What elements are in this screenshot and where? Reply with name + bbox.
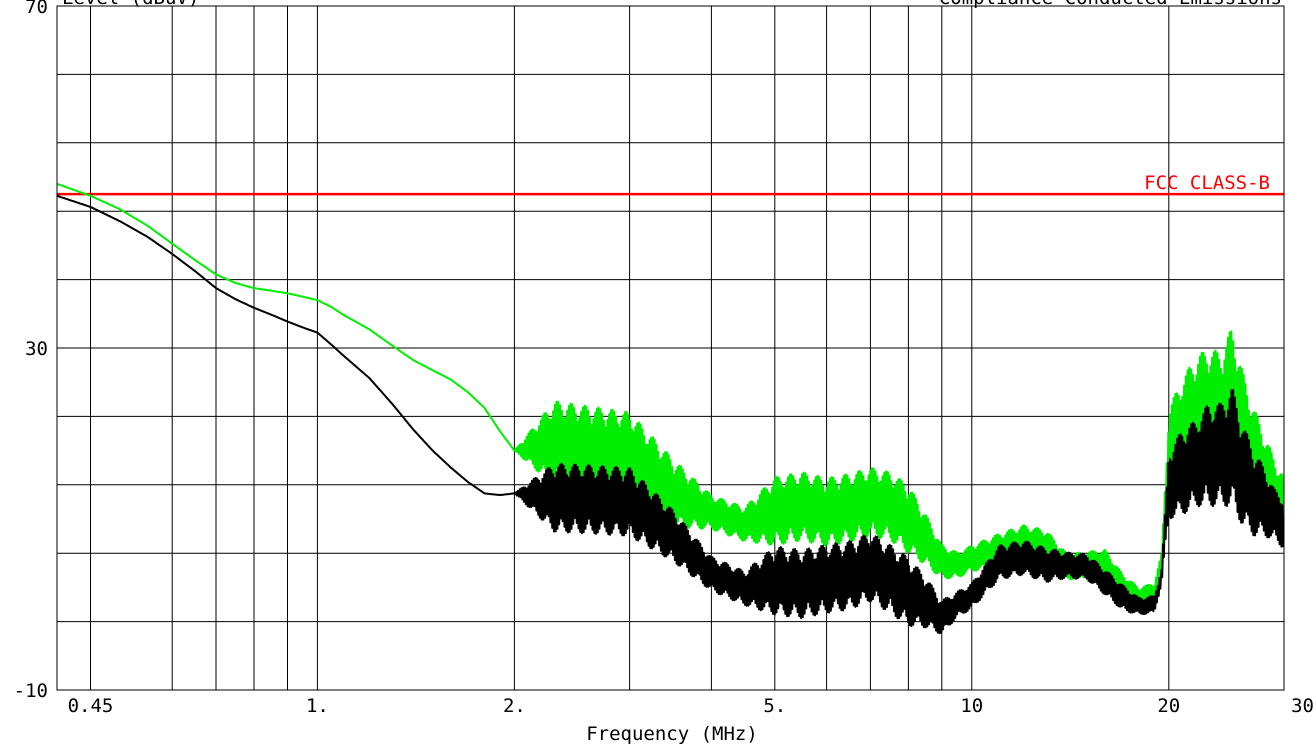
plot-frame	[56, 5, 1285, 691]
x-tick-label: 10	[960, 695, 983, 717]
x-tick-label: 5.	[763, 695, 786, 717]
series-line-2	[56, 194, 1285, 635]
x-axis-label: Frequency (MHz)	[586, 723, 758, 745]
x-tick-label: 20	[1157, 695, 1180, 717]
x-tick-label: 2.	[503, 695, 526, 717]
x-tick-label: 1.	[306, 695, 329, 717]
x-tick-label: 0.45	[68, 695, 114, 717]
limit-line-label: FCC CLASS-B	[1144, 172, 1270, 194]
y-tick-label: 70	[25, 0, 48, 18]
tick-labels: 0.45 1. 2. 5. 10 20 30 70 30 -10	[14, 0, 1314, 717]
x-tick-label: 30	[1291, 695, 1314, 717]
series-group	[56, 182, 1285, 635]
y-tick-label: 30	[25, 338, 48, 360]
y-tick-label: -10	[14, 680, 48, 702]
chart-title-left: Level (dBuV)	[62, 0, 199, 9]
limit-line-group: FCC CLASS-B	[57, 172, 1284, 196]
chart-title-right: Compliance Conducted Emissions	[939, 0, 1282, 9]
